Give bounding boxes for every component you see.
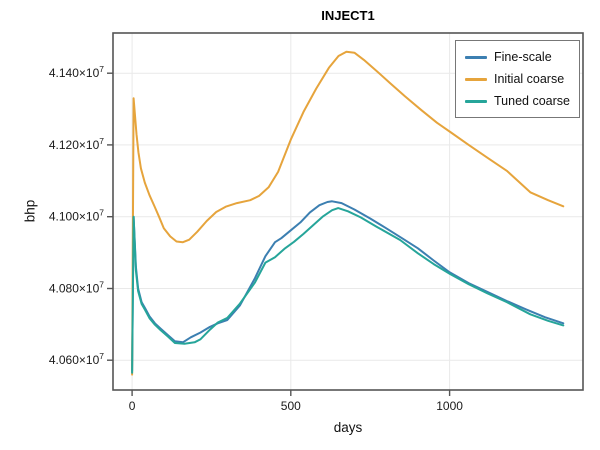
plot-line-fine-scale [131,200,565,372]
y-tick-label: 4.080×107 [49,280,104,296]
legend-line-swatch-tuned-coarse [465,99,487,103]
legend-label-initial-coarse: Initial coarse [494,72,565,86]
legend-line-swatch-initial-coarse [465,77,487,81]
plot-frame [112,32,584,391]
legend-label-tuned-coarse: Tuned coarse [494,94,570,108]
plot-line-tuned-coarse [131,207,565,374]
legend-box: Fine-scale Initial coarse Tuned coarse [455,40,580,118]
legend-item-fine-scale: Fine-scale [465,50,579,64]
y-tick-label: 4.060×107 [49,351,104,367]
y-tick-label: 4.120×107 [49,136,104,152]
plot-line-initial-coarse [131,50,565,376]
x-tick-label: 0 [129,399,136,413]
y-tick-label: 4.140×107 [49,64,104,80]
y-tick-label: 4.100×107 [49,208,104,224]
legend-item-initial-coarse: Initial coarse [465,72,579,86]
legend-line-swatch-fine-scale [465,55,487,59]
chart-title: INJECT1 [321,8,375,23]
x-axis-label: days [333,420,363,435]
legend-item-tuned-coarse: Tuned coarse [465,94,579,108]
x-tick-label: 1000 [436,399,463,413]
legend-label-fine-scale: Fine-scale [494,50,552,64]
y-axis-label: bhp [22,199,38,223]
x-tick-label: 500 [281,399,301,413]
